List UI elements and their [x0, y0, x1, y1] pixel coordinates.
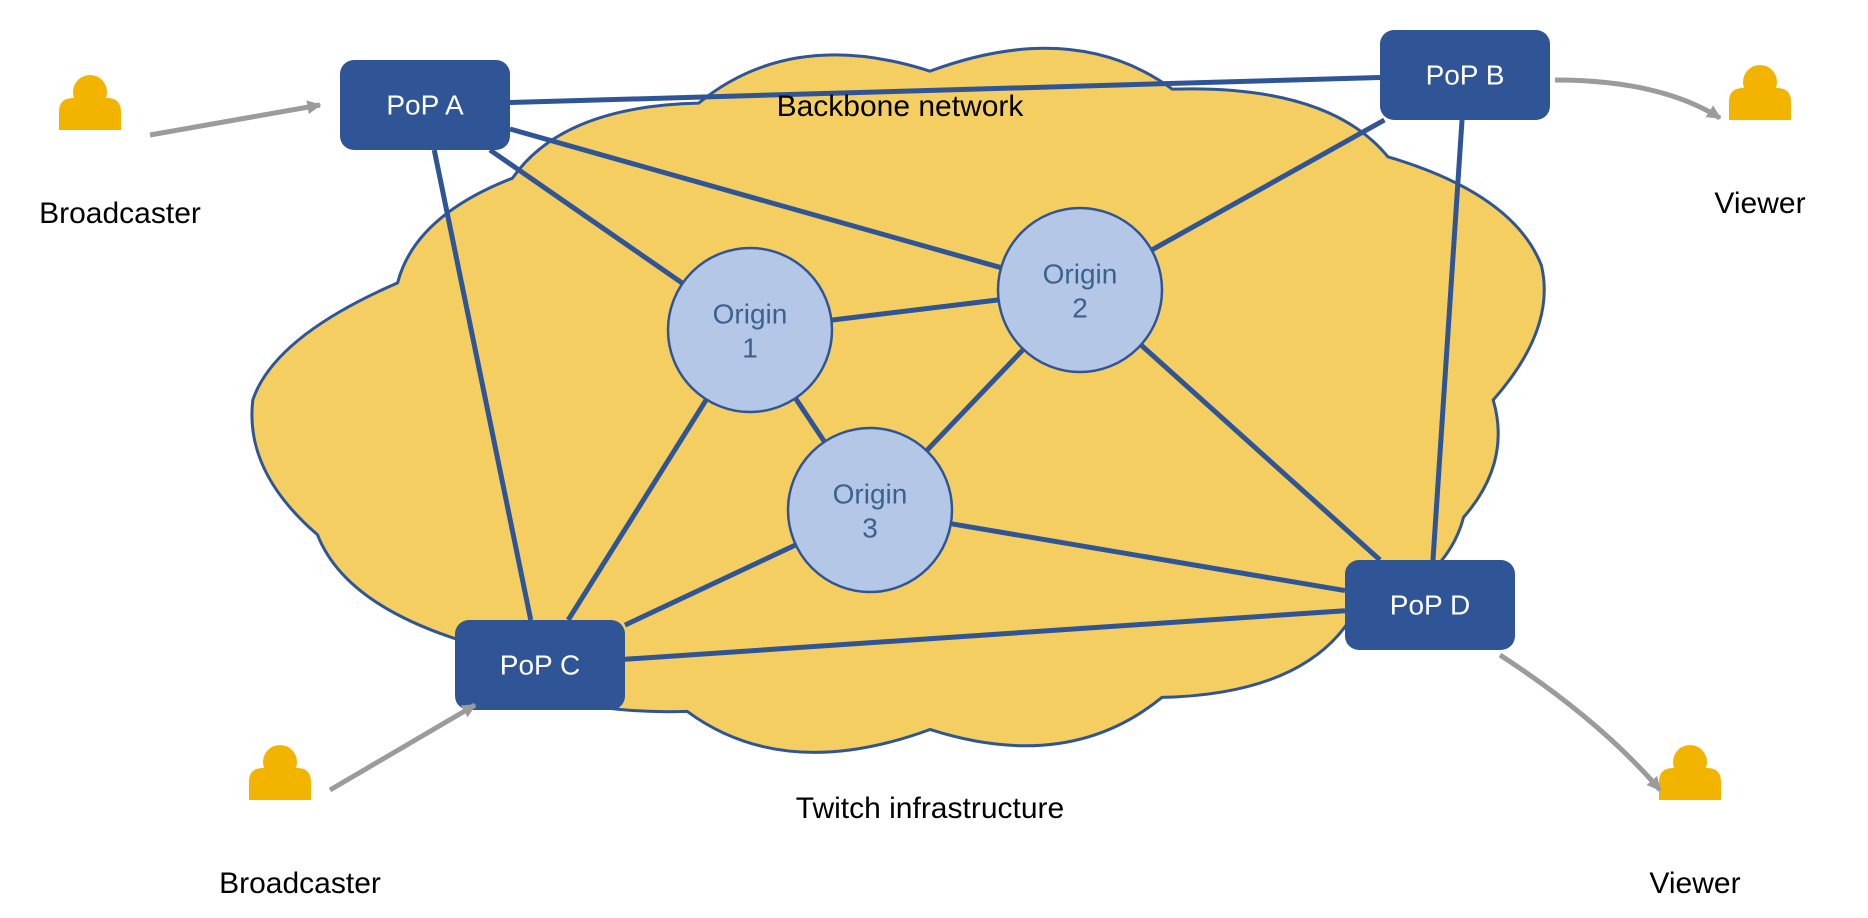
flow-arrow — [1500, 655, 1660, 790]
person-icon-viewer2 — [1659, 745, 1721, 800]
origin-label-line1: Origin — [713, 298, 788, 329]
person-icon-broadcaster2 — [249, 745, 311, 800]
origin-label-line2: 1 — [742, 332, 758, 363]
backbone-label: Backbone network — [777, 90, 1025, 123]
origin-label-line2: 2 — [1072, 292, 1088, 323]
pop-node-b: PoP B — [1380, 30, 1550, 120]
pop-node-a: PoP A — [340, 60, 510, 150]
pop-label: PoP D — [1390, 589, 1470, 620]
origin-label-line2: 3 — [862, 512, 878, 543]
origin-label-line1: Origin — [833, 478, 908, 509]
pop-label: PoP C — [500, 649, 580, 680]
person-icon-viewer1 — [1729, 65, 1791, 120]
pop-label: PoP A — [386, 89, 464, 120]
pop-node-d: PoP D — [1345, 560, 1515, 650]
diagram-canvas: Origin1Origin2Origin3PoP APoP BPoP CPoP … — [0, 0, 1868, 918]
pop-node-c: PoP C — [455, 620, 625, 710]
origin-label-line1: Origin — [1043, 258, 1118, 289]
origin-node-o3: Origin3 — [788, 428, 952, 592]
flow-arrow — [1555, 80, 1720, 118]
pop-label: PoP B — [1426, 59, 1505, 90]
infrastructure-label: Twitch infrastructure — [796, 792, 1064, 825]
actor-label-broadcaster2: Broadcaster — [219, 867, 381, 900]
flow-arrow — [330, 705, 475, 790]
actor-label-viewer1: Viewer — [1714, 187, 1805, 220]
actor-label-broadcaster1: Broadcaster — [39, 197, 201, 230]
origin-node-o1: Origin1 — [668, 248, 832, 412]
origin-node-o2: Origin2 — [998, 208, 1162, 372]
person-icon-broadcaster1 — [59, 75, 121, 130]
actor-label-viewer2: Viewer — [1649, 867, 1740, 900]
flow-arrow — [150, 105, 320, 135]
